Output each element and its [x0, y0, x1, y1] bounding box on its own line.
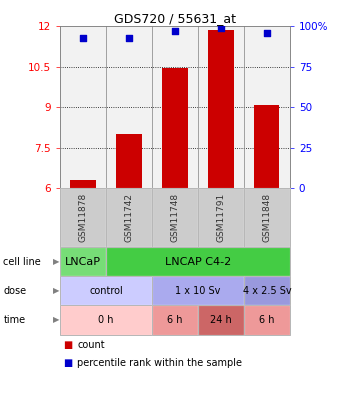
Text: GSM11878: GSM11878: [79, 193, 87, 242]
Bar: [106, 26, 152, 188]
Bar: [60, 26, 106, 188]
Text: time: time: [3, 315, 26, 325]
Point: [172, 28, 178, 34]
Bar: [198, 26, 244, 188]
Text: 0 h: 0 h: [98, 315, 114, 325]
Bar: [152, 26, 198, 188]
Bar: [208, 30, 234, 188]
Text: LNCaP: LNCaP: [65, 257, 101, 266]
Text: percentile rank within the sample: percentile rank within the sample: [77, 358, 242, 368]
Text: ■: ■: [63, 340, 73, 350]
Text: control: control: [89, 286, 123, 296]
Text: GSM11848: GSM11848: [262, 193, 271, 242]
Text: GSM11791: GSM11791: [216, 193, 225, 242]
Text: 6 h: 6 h: [259, 315, 275, 325]
Point: [80, 34, 86, 41]
Title: GDS720 / 55631_at: GDS720 / 55631_at: [114, 12, 236, 25]
Text: cell line: cell line: [3, 257, 41, 266]
Text: LNCAP C4-2: LNCAP C4-2: [165, 257, 231, 266]
Text: 6 h: 6 h: [167, 315, 183, 325]
Text: 1 x 10 Sv: 1 x 10 Sv: [175, 286, 221, 296]
Text: GSM11748: GSM11748: [170, 193, 179, 242]
Text: ▶: ▶: [54, 286, 60, 295]
Bar: [244, 26, 290, 188]
Text: dose: dose: [3, 286, 26, 296]
Text: ▶: ▶: [54, 257, 60, 266]
Bar: [254, 104, 280, 188]
Bar: [162, 68, 188, 188]
Point: [218, 25, 224, 31]
Point: [264, 30, 270, 36]
Text: count: count: [77, 340, 105, 350]
Bar: [70, 180, 96, 188]
Bar: [116, 134, 142, 188]
Point: [126, 34, 132, 41]
Text: 4 x 2.5 Sv: 4 x 2.5 Sv: [243, 286, 291, 296]
Text: GSM11742: GSM11742: [125, 193, 133, 242]
Text: ■: ■: [63, 358, 73, 368]
Text: 24 h: 24 h: [210, 315, 232, 325]
Text: ▶: ▶: [54, 315, 60, 324]
